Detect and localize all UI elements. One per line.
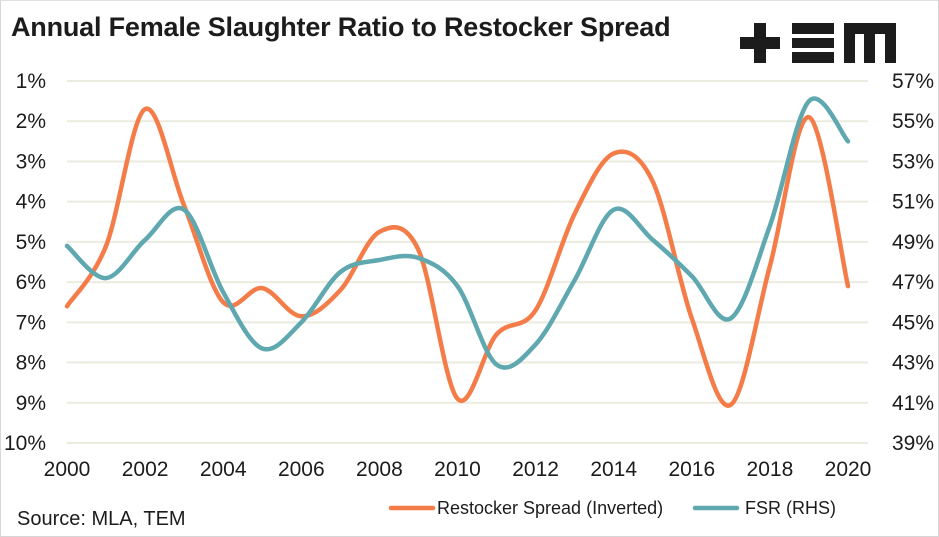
- right-tick-label: 45%: [892, 311, 934, 334]
- legend-label: FSR (RHS): [745, 498, 836, 518]
- series-line-fsr: [64, 96, 851, 370]
- chart-title: Annual Female Slaughter Ratio to Restock…: [11, 12, 671, 42]
- left-tick-label: 8%: [16, 352, 46, 375]
- legend: Restocker Spread (Inverted) FSR (RHS): [388, 498, 836, 518]
- right-tick-label: 43%: [892, 352, 934, 375]
- x-tick-label: 2004: [200, 458, 247, 481]
- x-axis-ticks: 2000 2002 2004 2006 2008 2010 2012 2014 2016 2018…: [44, 458, 872, 481]
- x-tick-label: 2016: [668, 458, 715, 481]
- right-tick-label: 39%: [892, 432, 934, 455]
- left-tick-label: 9%: [16, 392, 46, 415]
- x-tick-label: 2000: [44, 458, 91, 481]
- series-lines: [64, 96, 851, 408]
- legend-label: Restocker Spread (Inverted): [437, 498, 663, 518]
- right-tick-label: 41%: [892, 392, 934, 415]
- left-tick-label: 6%: [16, 271, 46, 294]
- right-tick-label: 55%: [892, 110, 934, 133]
- x-tick-label: 2010: [434, 458, 481, 481]
- right-tick-label: 51%: [892, 191, 934, 214]
- right-axis-ticks: 57% 55% 53% 51% 49% 47% 45% 43% 41% 39%: [892, 70, 934, 455]
- right-tick-label: 57%: [892, 70, 934, 93]
- x-tick-label: 2012: [512, 458, 559, 481]
- x-tick-label: 2008: [356, 458, 403, 481]
- source-note: Source: MLA, TEM: [17, 508, 186, 530]
- series-line-restocker-spread: [64, 106, 851, 408]
- gridlines: [67, 80, 868, 444]
- x-tick-label: 2020: [825, 458, 872, 481]
- left-tick-label: 5%: [16, 231, 46, 254]
- right-tick-label: 53%: [892, 150, 934, 173]
- left-tick-label: 7%: [16, 311, 46, 334]
- right-tick-label: 49%: [892, 231, 934, 254]
- x-tick-label: 2014: [590, 458, 637, 481]
- left-tick-label: 2%: [16, 110, 46, 133]
- x-tick-label: 2002: [122, 458, 169, 481]
- left-tick-label: 10%: [4, 432, 46, 455]
- x-tick-label: 2006: [278, 458, 325, 481]
- right-tick-label: 47%: [892, 271, 934, 294]
- left-axis-ticks: 1% 2% 3% 4% 5% 6% 7% 8% 9% 10%: [4, 70, 46, 455]
- tem-logo: [740, 23, 896, 63]
- left-tick-label: 4%: [16, 191, 46, 214]
- left-tick-label: 1%: [16, 70, 46, 93]
- left-tick-label: 3%: [16, 150, 46, 173]
- x-tick-label: 2018: [747, 458, 794, 481]
